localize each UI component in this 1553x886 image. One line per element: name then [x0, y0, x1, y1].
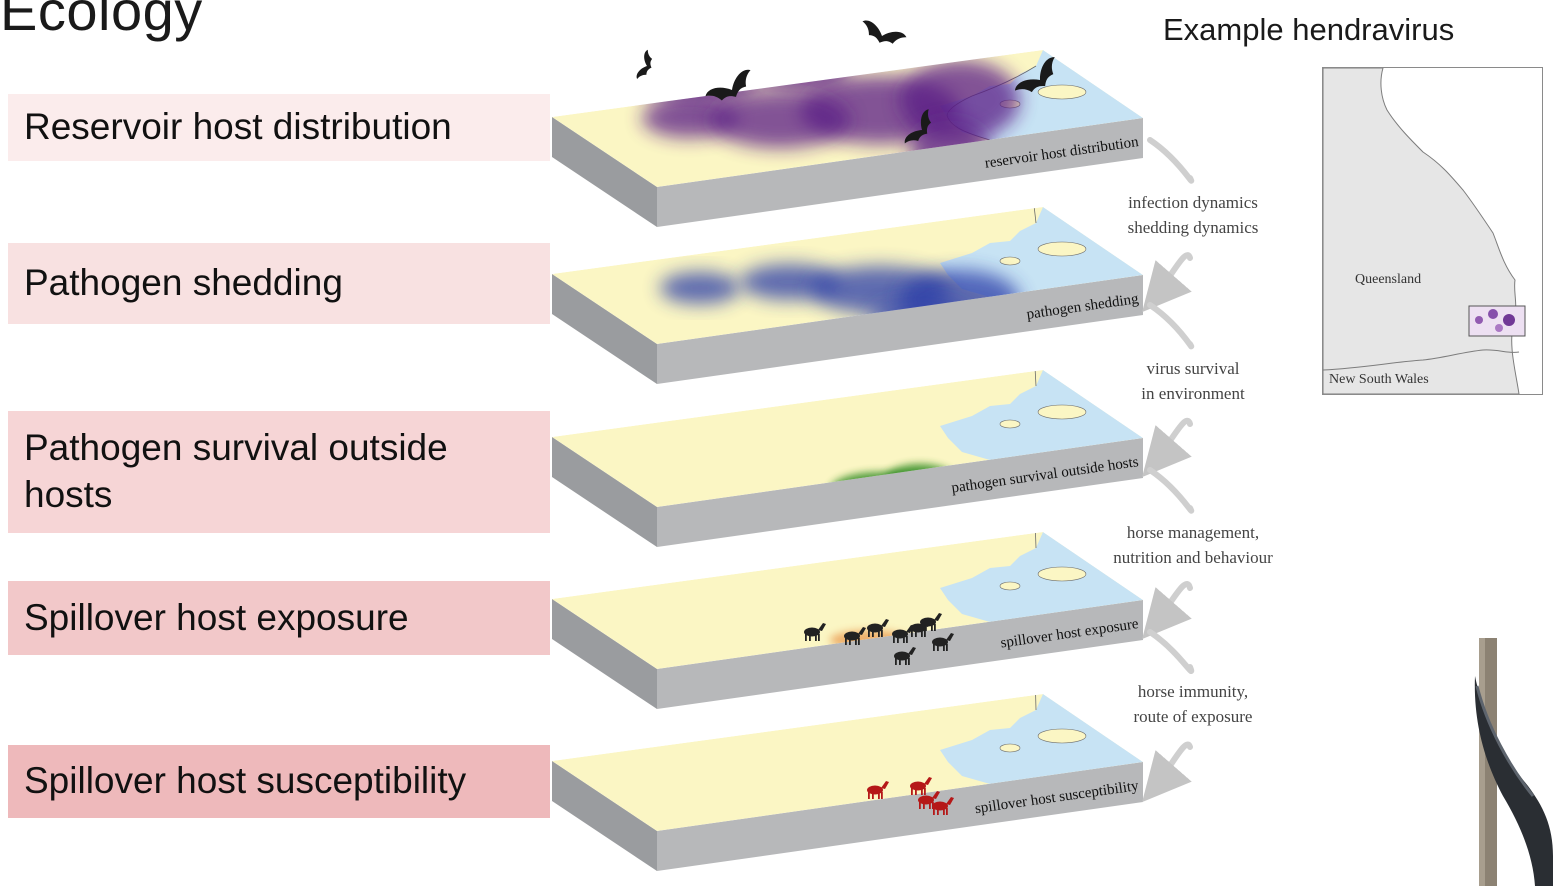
arrow-caption-2-line-1: virus survival [1146, 359, 1239, 378]
flow-arrow [1150, 629, 1191, 793]
bat-silhouettes [636, 20, 1055, 144]
horse-icon [867, 781, 889, 799]
horse-icon [910, 777, 932, 795]
horse-icon [932, 633, 954, 651]
arrow-caption-4-line-1: horse immunity, [1138, 682, 1248, 701]
land-surface [552, 370, 1143, 507]
flow-arrows: infection dynamics shedding dynamics virus… [1113, 137, 1273, 793]
arrow-caption-4-line-2: route of exposure [1134, 707, 1253, 726]
photo-fragment [1474, 638, 1553, 886]
flow-arrow [1150, 137, 1191, 303]
bat-icon [636, 49, 653, 80]
horse-icon [867, 619, 889, 637]
land-surface [552, 532, 1143, 669]
hendravirus-map-drawing: Queensland New South Wales [1322, 67, 1542, 395]
label-spillover-host-susceptibility: Spillover host susceptibility [8, 745, 550, 818]
bat-icon [1014, 57, 1055, 93]
label-pathogen-shedding: Pathogen shedding [8, 243, 550, 324]
horse-icon [894, 647, 916, 665]
horse-icon [920, 613, 942, 631]
arrow-caption-1-line-2: shedding dynamics [1128, 218, 1259, 237]
example-title: Example hendravirus [1163, 12, 1455, 47]
arrow-caption-3-line-1: horse management, [1127, 523, 1259, 542]
map-label-new-south-wales: New South Wales [1329, 372, 1429, 387]
slab-left-face [552, 599, 657, 709]
slab-front-face [657, 275, 1143, 384]
slab-left-face [552, 274, 657, 384]
slab-left-face [552, 761, 657, 871]
bat-icon [862, 20, 907, 44]
arrow-caption-2-line-2: in environment [1141, 384, 1245, 403]
hendravirus-map: Queensland New South Wales [1322, 67, 1543, 395]
horse-icon [932, 797, 954, 815]
horse-icon [844, 627, 866, 645]
bat-icon [705, 69, 751, 101]
slide-title: Ecology [0, 0, 203, 42]
label-pathogen-survival: Pathogen survival outside hosts [8, 411, 550, 533]
arrow-caption-3-line-2: nutrition and behaviour [1113, 548, 1273, 567]
layer-slab-pathogen-shedding: pathogen shedding [552, 207, 1143, 384]
slab-front-face [657, 438, 1143, 547]
slab-left-face [552, 117, 657, 227]
layer-slab-pathogen-survival-outside-hosts: pathogen survival outside hosts [552, 370, 1143, 547]
horse-icon [804, 623, 826, 641]
horse-icon [918, 791, 940, 809]
layer-slab-spillover-host-exposure: spillover host exposure [552, 532, 1143, 709]
slab-front-face [657, 762, 1143, 871]
label-reservoir-host-distribution: Reservoir host distribution [8, 94, 550, 161]
flow-arrow [1150, 302, 1191, 468]
slab-front-face [657, 118, 1143, 227]
map-label-queensland: Queensland [1355, 272, 1421, 287]
label-spillover-host-exposure: Spillover host exposure [8, 581, 550, 655]
slab-left-face [552, 437, 657, 547]
state-border [1322, 349, 1520, 371]
land-surface [552, 694, 1143, 831]
flow-arrow [1150, 467, 1191, 630]
bat-icon [904, 109, 932, 144]
arrow-caption-1-line-1: infection dynamics [1128, 193, 1258, 212]
